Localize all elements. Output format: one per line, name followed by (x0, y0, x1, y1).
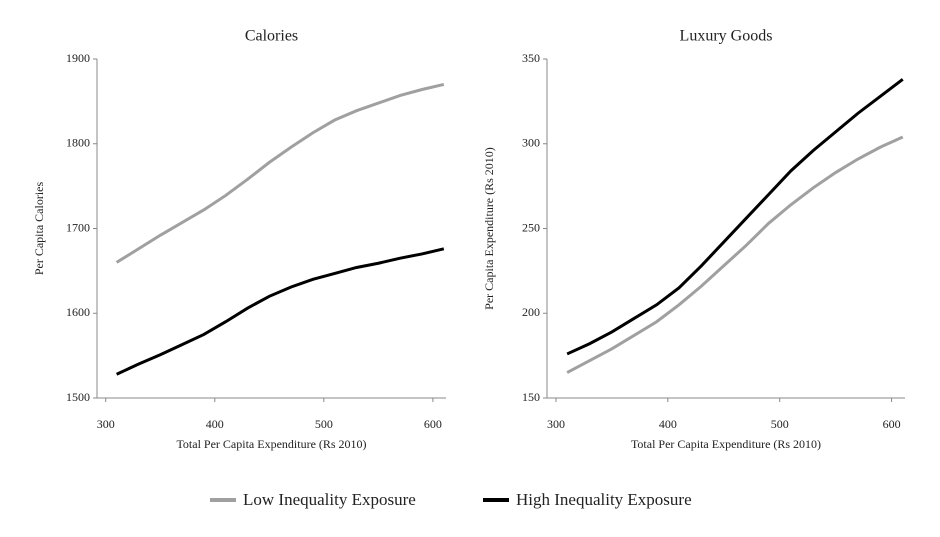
legend-label: High Inequality Exposure (516, 490, 692, 509)
x-tick-label: 300 (97, 417, 115, 431)
y-axis-label: Per Capita Expenditure (Rs 2010) (482, 147, 496, 310)
y-tick-label: 150 (522, 390, 540, 404)
x-tick-label: 600 (883, 417, 901, 431)
y-tick-label: 1600 (66, 305, 90, 319)
x-tick-label: 500 (771, 417, 789, 431)
series-line (566, 78, 904, 356)
series-line (115, 82, 445, 264)
x-axis-label: Total Per Capita Expenditure (Rs 2010) (631, 437, 821, 451)
y-tick-label: 1800 (66, 136, 90, 150)
y-tick-label: 200 (522, 305, 540, 319)
series-line (566, 135, 904, 374)
y-tick-label: 300 (522, 136, 540, 150)
chart-title: Luxury Goods (680, 28, 773, 45)
y-tick-label: 1900 (66, 51, 90, 65)
x-tick-label: 400 (206, 417, 224, 431)
y-tick-label: 1700 (66, 220, 90, 234)
x-tick-label: 500 (315, 417, 333, 431)
x-tick-label: 400 (659, 417, 677, 431)
x-axis-label: Total Per Capita Expenditure (Rs 2010) (176, 437, 366, 451)
chart-title: Calories (245, 28, 298, 45)
y-axis-label: Per Capita Calories (32, 182, 46, 276)
y-tick-label: 250 (522, 220, 540, 234)
y-tick-label: 1500 (66, 390, 90, 404)
x-tick-label: 300 (547, 417, 565, 431)
y-tick-label: 350 (522, 51, 540, 65)
legend-label: Low Inequality Exposure (243, 490, 416, 509)
series-line (115, 247, 445, 376)
x-tick-label: 600 (424, 417, 442, 431)
